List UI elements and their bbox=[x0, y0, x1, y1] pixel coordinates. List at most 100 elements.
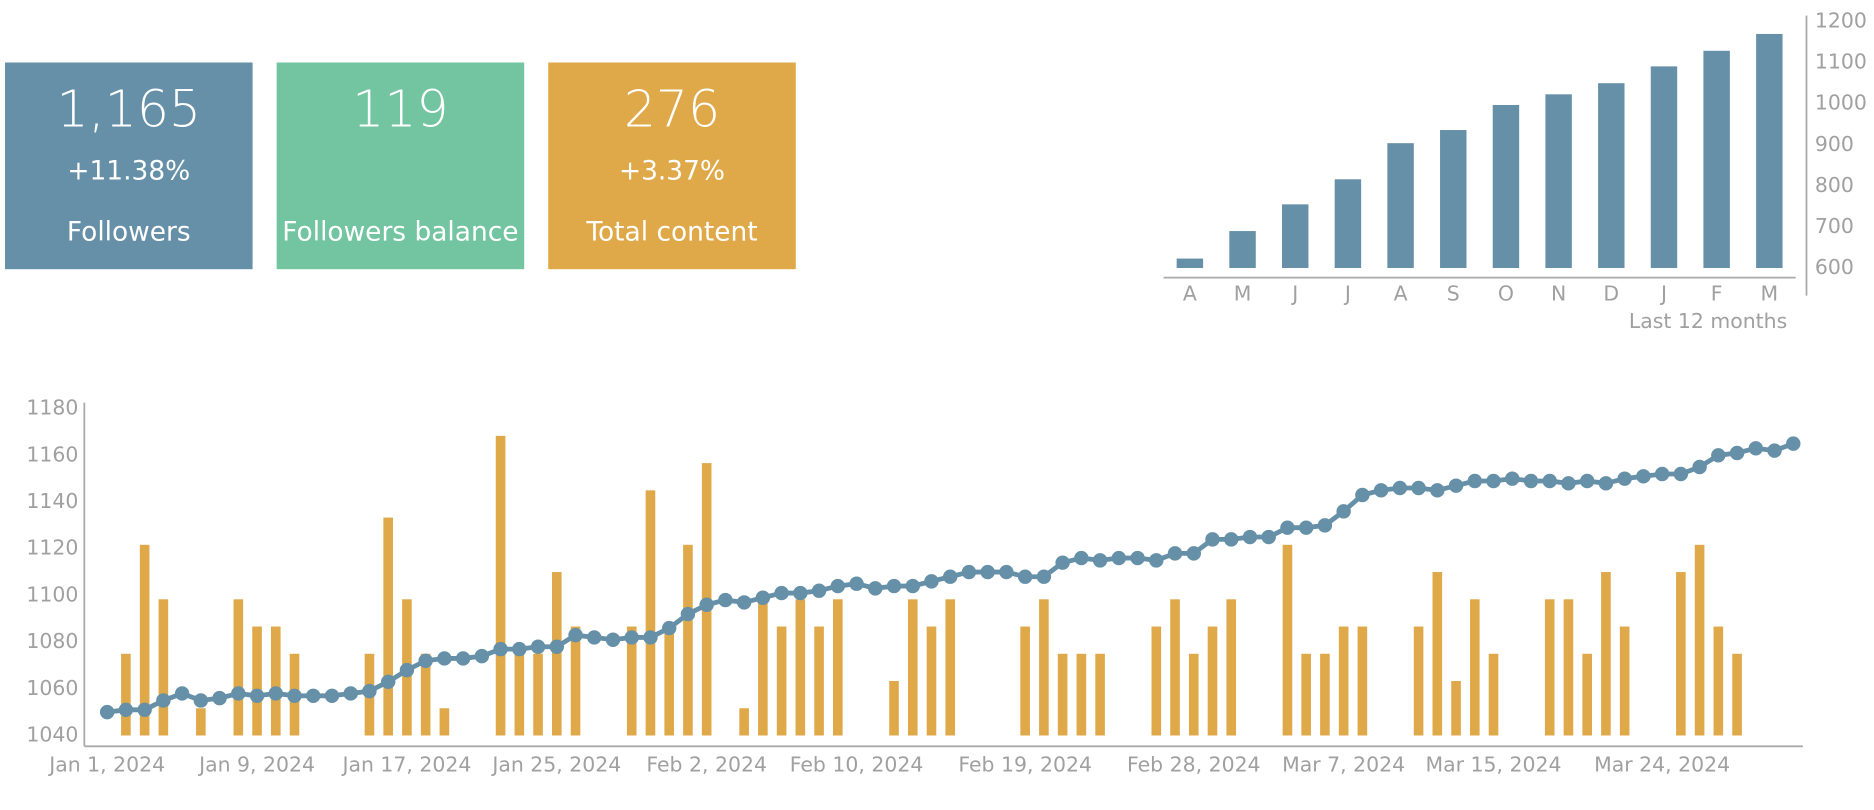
bar bbox=[1338, 626, 1349, 736]
point bbox=[1448, 478, 1464, 493]
bar bbox=[196, 708, 206, 736]
bar bbox=[1020, 626, 1030, 736]
point bbox=[1074, 550, 1089, 566]
point bbox=[1205, 532, 1220, 547]
point bbox=[174, 686, 190, 701]
kpi-label: Followers bbox=[67, 217, 191, 248]
bar bbox=[1301, 653, 1311, 736]
point bbox=[1017, 569, 1033, 584]
x-tick-label: Mar 24, 2024 bbox=[1594, 753, 1730, 777]
point bbox=[1636, 469, 1651, 484]
bar bbox=[1732, 653, 1742, 736]
point bbox=[530, 639, 546, 654]
point bbox=[736, 595, 752, 610]
bar bbox=[1469, 599, 1480, 736]
kpi-label: Total content bbox=[585, 217, 757, 248]
y-tick-label: 700 bbox=[1815, 214, 1854, 238]
point bbox=[1430, 483, 1445, 498]
point bbox=[437, 651, 452, 666]
bar bbox=[1387, 143, 1414, 268]
bar bbox=[1170, 599, 1180, 736]
bar bbox=[1703, 50, 1730, 268]
bar bbox=[1694, 544, 1705, 736]
point bbox=[1692, 459, 1707, 475]
x-tick-label: N bbox=[1551, 281, 1566, 305]
bar bbox=[1545, 94, 1572, 268]
bar bbox=[814, 626, 824, 736]
kpi-background bbox=[5, 62, 253, 270]
bar bbox=[1676, 572, 1686, 736]
y-tick-label: 900 bbox=[1815, 132, 1854, 156]
bar bbox=[833, 599, 843, 736]
point bbox=[399, 662, 415, 678]
point bbox=[455, 651, 471, 666]
point bbox=[362, 683, 377, 699]
point bbox=[830, 578, 846, 594]
point bbox=[324, 688, 340, 704]
bar bbox=[664, 626, 675, 736]
y-tick-label: 1120 bbox=[26, 536, 78, 560]
x-tick-label: Feb 19, 2024 bbox=[958, 753, 1092, 777]
bar bbox=[1432, 572, 1443, 736]
point bbox=[1542, 473, 1557, 489]
bar bbox=[945, 599, 956, 736]
x-tick-label: O bbox=[1498, 281, 1514, 305]
bar bbox=[1713, 626, 1724, 736]
point bbox=[1748, 441, 1764, 456]
x-tick-label: S bbox=[1447, 281, 1460, 305]
point bbox=[868, 581, 883, 596]
point bbox=[512, 641, 527, 657]
bar bbox=[1598, 83, 1625, 268]
bar bbox=[1563, 599, 1574, 736]
point bbox=[1598, 476, 1614, 491]
x-tick-label: D bbox=[1603, 281, 1619, 305]
kpi-background bbox=[548, 62, 796, 270]
point bbox=[1242, 529, 1258, 545]
bar bbox=[252, 626, 262, 736]
point bbox=[380, 674, 396, 689]
point bbox=[980, 564, 995, 580]
y-tick-label: 800 bbox=[1815, 173, 1854, 197]
bar bbox=[158, 599, 169, 736]
point bbox=[1317, 518, 1333, 533]
point bbox=[1036, 569, 1052, 584]
point bbox=[943, 569, 958, 584]
bar bbox=[739, 708, 749, 736]
point bbox=[905, 578, 920, 594]
x-tick-label: F bbox=[1711, 281, 1723, 305]
point bbox=[231, 686, 246, 701]
point bbox=[1130, 550, 1145, 566]
bar bbox=[1282, 544, 1293, 736]
bar bbox=[645, 490, 656, 736]
point bbox=[1355, 487, 1370, 503]
point bbox=[811, 583, 827, 598]
point bbox=[268, 686, 283, 701]
point bbox=[1111, 550, 1127, 566]
bar bbox=[439, 708, 450, 736]
bar bbox=[1151, 626, 1162, 736]
kpi-change: +11.38% bbox=[67, 155, 190, 186]
point bbox=[156, 693, 171, 708]
point bbox=[1523, 473, 1539, 489]
y-tick-label: 1160 bbox=[26, 442, 78, 466]
bar bbox=[139, 544, 150, 736]
point bbox=[605, 632, 621, 647]
bar bbox=[1229, 231, 1256, 268]
kpi-card: 119 Followers balance bbox=[276, 62, 525, 270]
x-tick-label: Jan 1, 2024 bbox=[47, 753, 165, 777]
point bbox=[493, 641, 508, 657]
bar bbox=[1582, 653, 1592, 736]
point bbox=[474, 648, 490, 664]
bar bbox=[233, 599, 244, 736]
bar bbox=[1057, 653, 1068, 736]
point bbox=[137, 702, 152, 718]
y-tick-label: 1060 bbox=[26, 676, 78, 700]
point bbox=[99, 704, 115, 720]
bar bbox=[514, 653, 525, 736]
point bbox=[1224, 532, 1239, 547]
point bbox=[1298, 520, 1314, 535]
point bbox=[680, 606, 696, 622]
point bbox=[1561, 476, 1576, 491]
